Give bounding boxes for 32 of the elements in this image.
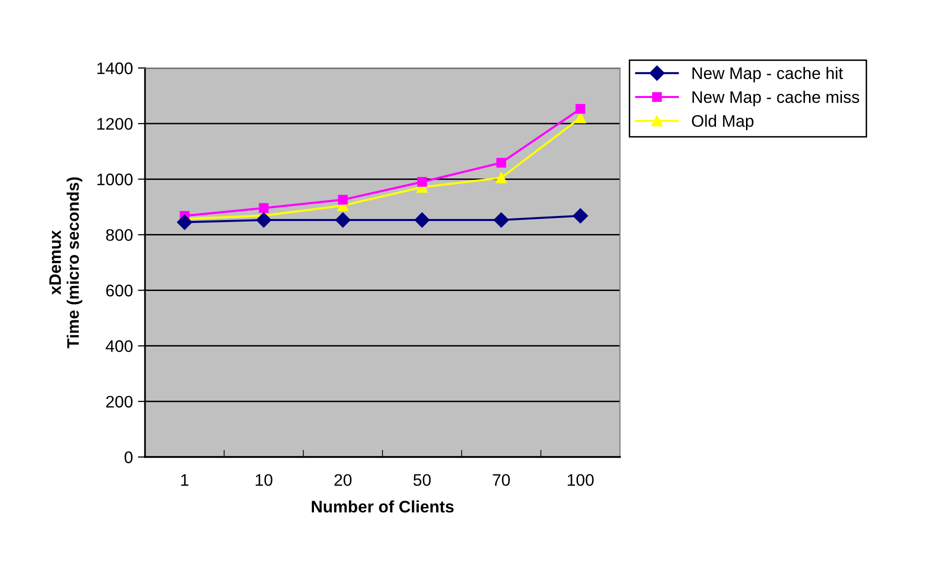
- point: [572, 208, 588, 224]
- x-tick-label: 70: [492, 474, 510, 486]
- x-axis-title: Number of Clients: [312, 500, 454, 513]
- x-tick-label: 1: [181, 474, 188, 486]
- y-axis-title: xDemux Time (micro seconds): [49, 177, 82, 348]
- point: [258, 203, 269, 213]
- point: [494, 212, 509, 228]
- legend-label: New Map - cache hit: [692, 66, 843, 82]
- x-tick-label: 10: [256, 474, 272, 486]
- x-tick-label: 100: [568, 474, 594, 486]
- legend-label: Old Map: [692, 114, 754, 130]
- point: [256, 212, 272, 228]
- y-tick-label: 200: [106, 396, 133, 408]
- y-tick-label: 400: [106, 340, 133, 352]
- y-tick-label: 600: [106, 284, 133, 296]
- x-tick-label: 20: [334, 474, 352, 486]
- y-tick-label: 1000: [97, 174, 133, 186]
- point: [574, 112, 586, 124]
- point: [338, 194, 348, 205]
- point: [496, 158, 506, 168]
- y-tick-label: 800: [106, 229, 133, 241]
- point: [414, 212, 430, 228]
- point: [177, 214, 192, 230]
- y-tick-label: 1400: [97, 62, 133, 74]
- y-tick-label: 0: [124, 451, 133, 464]
- point: [496, 172, 507, 184]
- y-tick-label: 1200: [97, 118, 133, 130]
- point: [417, 177, 427, 187]
- point: [576, 104, 586, 114]
- point: [335, 212, 350, 228]
- legend-label: New Map - cache miss: [692, 90, 860, 106]
- x-tick-label: 50: [413, 474, 431, 486]
